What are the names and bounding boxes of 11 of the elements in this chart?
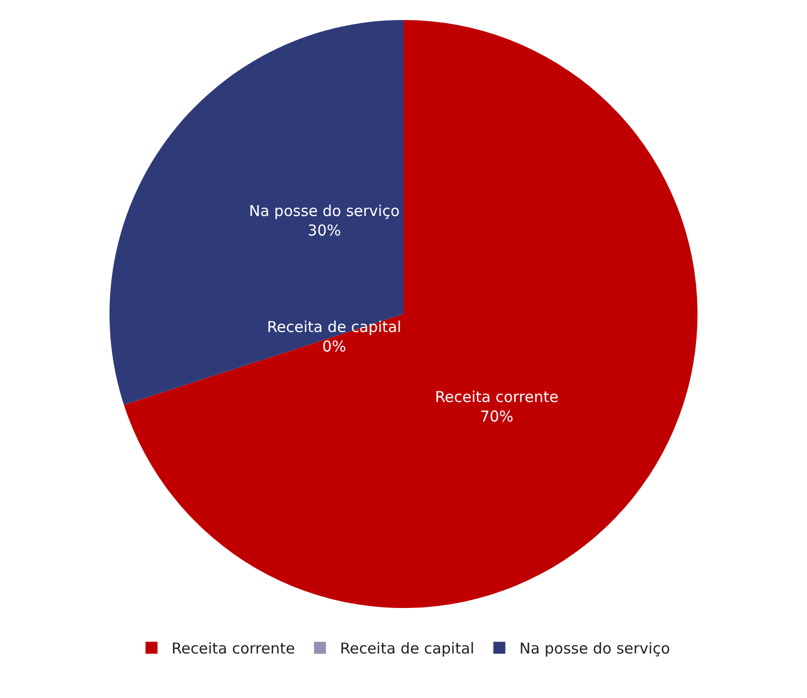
legend-label: Na posse do serviço bbox=[519, 640, 670, 658]
data-label: 30% bbox=[308, 222, 341, 240]
pie-slice bbox=[110, 20, 404, 405]
legend-label: Receita de capital bbox=[340, 640, 474, 658]
slice-label: Receita corrente bbox=[435, 388, 558, 406]
text: 0% bbox=[322, 338, 346, 356]
category-label: Receita de capital bbox=[267, 318, 402, 336]
pie-slice bbox=[124, 20, 698, 608]
legend-label: Receita corrente bbox=[172, 640, 295, 658]
slice-label: Na posse do serviço bbox=[249, 202, 400, 220]
data-label: 70% bbox=[480, 408, 514, 426]
